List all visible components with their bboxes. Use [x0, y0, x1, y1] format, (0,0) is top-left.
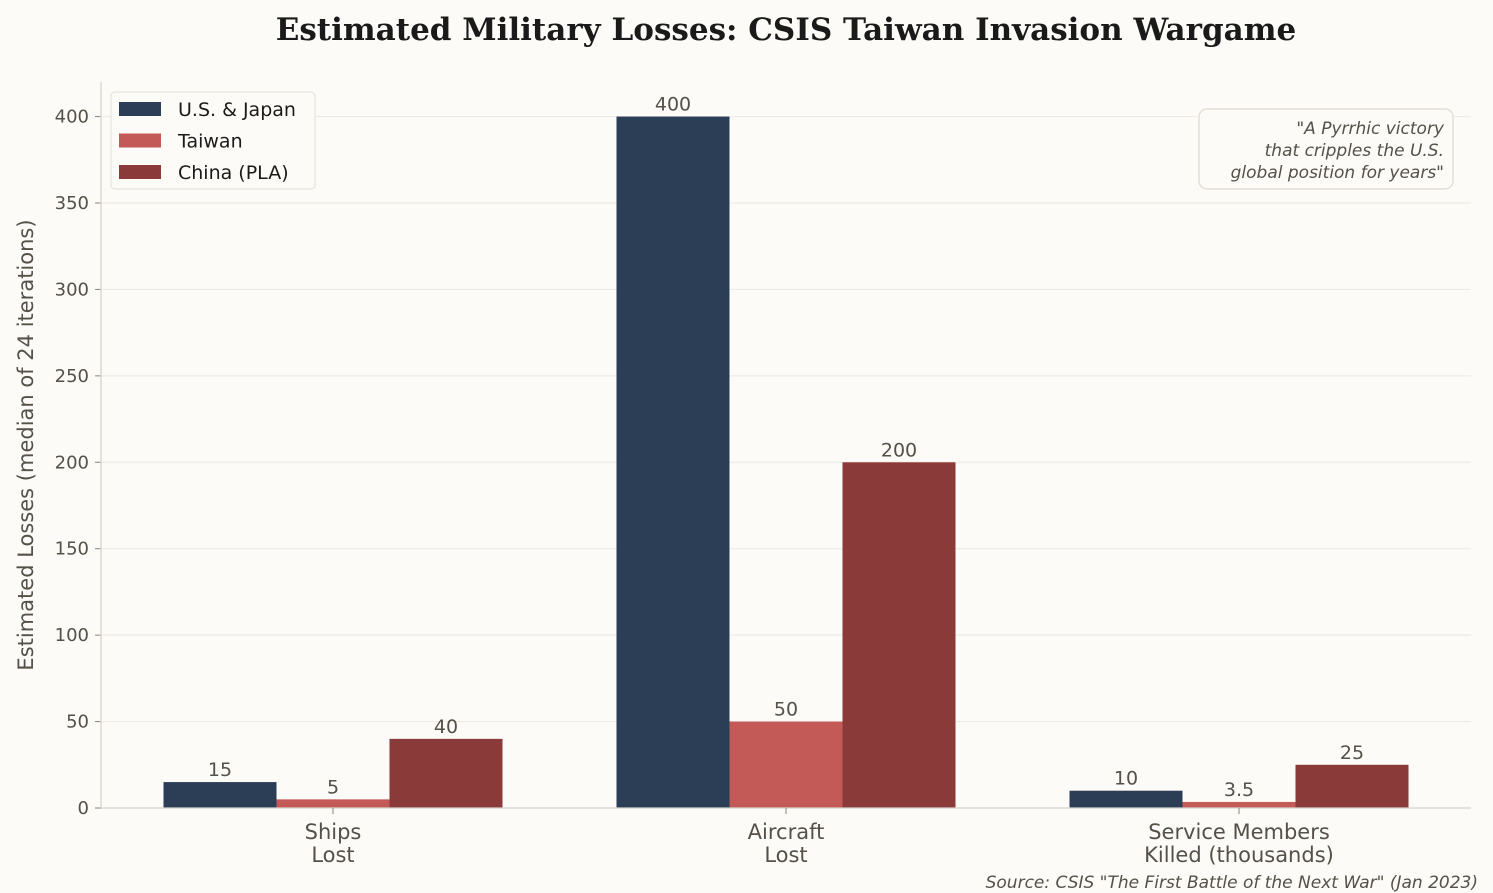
- y-tick-label: 250: [55, 366, 89, 387]
- x-tick-label: Lost: [764, 843, 807, 867]
- y-tick-label: 0: [78, 798, 89, 819]
- y-tick-label: 50: [66, 712, 89, 733]
- legend-swatch: [119, 102, 161, 116]
- y-tick-label: 350: [55, 193, 89, 214]
- legend-label: China (PLA): [178, 162, 289, 184]
- annotation-line-2: that cripples the U.S.: [1265, 141, 1444, 161]
- data-label: 10: [1114, 768, 1138, 790]
- legend-swatch: [119, 165, 161, 179]
- data-label: 50: [774, 699, 798, 721]
- legend-label: U.S. & Japan: [178, 99, 296, 121]
- bar: [389, 738, 503, 808]
- x-tick-label: Aircraft: [748, 820, 825, 844]
- data-label: 3.5: [1224, 779, 1254, 801]
- y-tick-label: 400: [55, 107, 89, 128]
- annotation-box: "A Pyrrhic victory that cripples the U.S…: [1198, 108, 1454, 190]
- y-tick-label: 200: [55, 452, 89, 473]
- source-note: Source: CSIS "The First Battle of the Ne…: [986, 873, 1478, 893]
- bar: [729, 721, 843, 808]
- bar: [842, 462, 956, 808]
- bar: [1069, 790, 1183, 808]
- data-label: 400: [655, 94, 691, 116]
- legend-swatch: [119, 133, 161, 148]
- data-label: 15: [208, 759, 232, 781]
- x-tick-label: Service Members: [1148, 820, 1330, 844]
- bar: [1182, 801, 1296, 808]
- legend: U.S. & Japan Taiwan China (PLA): [110, 91, 316, 190]
- legend-label: Taiwan: [177, 131, 243, 153]
- y-tick-label: 300: [55, 279, 89, 300]
- data-label: 200: [881, 439, 917, 461]
- data-label: 25: [1340, 742, 1364, 764]
- x-tick-label: Killed (thousands): [1144, 843, 1334, 867]
- chart-title: Estimated Military Losses: CSIS Taiwan I…: [276, 12, 1297, 48]
- bar: [163, 782, 277, 808]
- bar: [276, 799, 390, 808]
- y-tick-label: 100: [55, 625, 89, 646]
- legend-frame: [110, 91, 316, 190]
- bar: [616, 116, 730, 809]
- annotation-line-1: "A Pyrrhic victory: [1296, 119, 1445, 139]
- data-label: 40: [434, 716, 458, 738]
- x-tick-label: Lost: [311, 843, 354, 867]
- y-tick-label: 150: [55, 539, 89, 560]
- x-tick-label: Ships: [305, 820, 362, 844]
- y-axis-label: Estimated Losses (median of 24 iteration…: [14, 219, 38, 670]
- annotation-line-3: global position for years": [1231, 163, 1444, 183]
- bar: [1295, 764, 1409, 808]
- data-label: 5: [327, 776, 339, 798]
